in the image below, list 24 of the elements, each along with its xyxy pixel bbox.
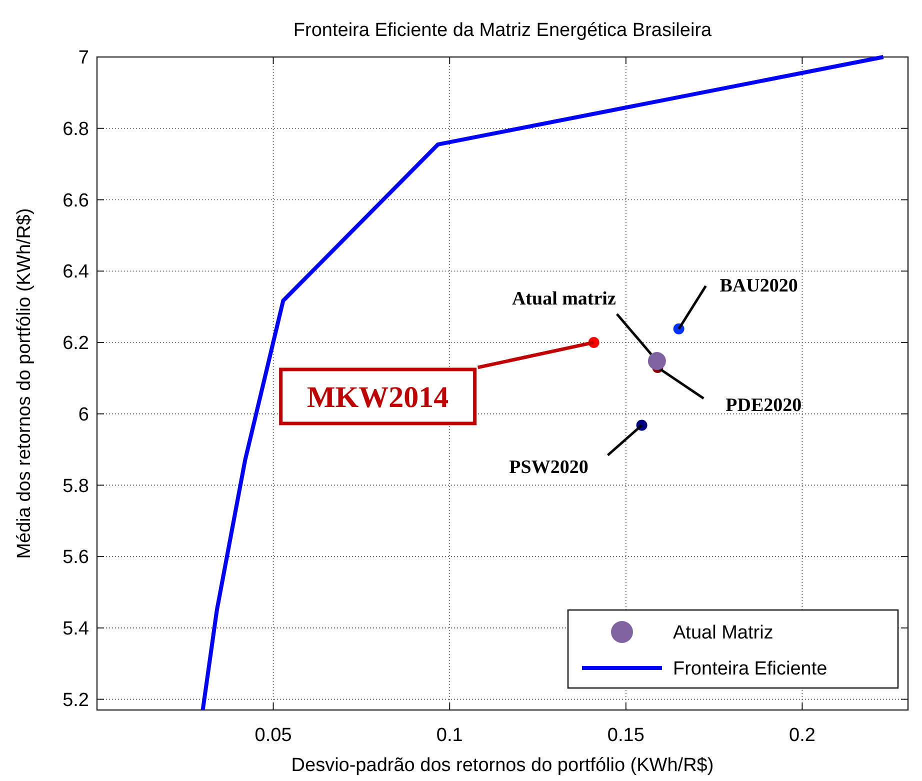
annotation: PSW2020 [509,456,588,478]
y-tick-label: 5.2 [62,690,89,711]
y-tick-label: 6.6 [62,190,89,212]
y-tick-label: 5.6 [62,547,89,568]
x-axis-title: Desvio-padrão dos retornos do portfólio (KWh/R$) [291,755,714,776]
x-tick-label: 0.1 [436,725,463,746]
y-tick-label: 5.4 [62,618,90,640]
y-tick-label: 6 [78,404,89,426]
y-axis-title: Média dos retornos do portfólio (KWh/R$) [14,208,35,559]
annotation: BAU2020 [720,276,798,297]
y-tick-label: 7 [78,48,89,69]
annotation: PDE2020 [726,395,802,416]
y-tick-label: 5.8 [62,476,89,497]
annotation: Atual matriz [512,288,616,310]
y-tick-label: 6.2 [62,333,89,354]
x-tick-label: 0.05 [254,725,292,746]
chart-title: Fronteira Eficiente da Matriz Energética Brasileira [293,20,712,41]
x-tick-label: 0.2 [789,725,816,746]
y-tick-label: 6.4 [62,262,90,283]
annotation: MKW2014 [306,380,449,414]
legend-label: Atual Matriz [673,622,774,644]
x-tick-label: 0.15 [607,725,644,746]
y-tick-label: 6.8 [62,119,89,140]
legend-label: Fronteira Eficiente [673,658,828,680]
